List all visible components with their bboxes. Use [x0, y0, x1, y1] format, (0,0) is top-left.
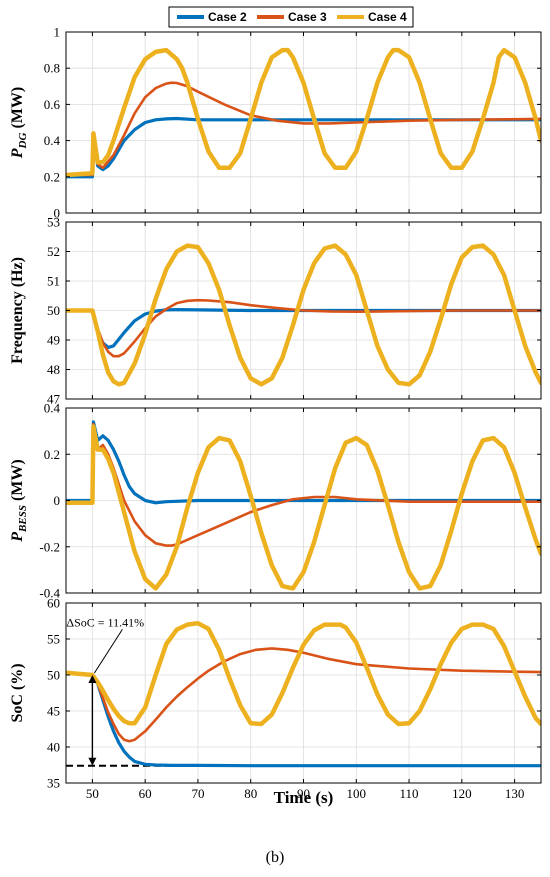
y-tick-label: 0.2	[44, 169, 60, 184]
chart-panels: 0 0.2 0.4 0.6 0.8 1 PDG (MW) 47 48 49 50 51 52 53 Freq…	[9, 25, 542, 807]
y-tick-label: 40	[47, 740, 60, 755]
y-tick-label: 0.2	[44, 447, 60, 462]
x-tick-label: 80	[244, 786, 257, 801]
x-tick-label: 60	[139, 786, 152, 801]
y-axis-label: Frequency (Hz)	[9, 257, 26, 364]
series-line-case-4	[66, 620, 541, 727]
legend: Case 2 Case 3 Case 4	[168, 6, 414, 28]
x-tick-label: 130	[505, 786, 525, 801]
x-tick-label: 90	[297, 786, 310, 801]
arrow-head-down	[88, 757, 97, 766]
x-tick-label: 50	[86, 786, 99, 801]
series-group	[66, 420, 541, 591]
y-tick-label: 0.4	[44, 133, 61, 148]
series-group	[66, 243, 541, 387]
y-tick-label: 55	[47, 632, 60, 647]
x-tick-label: 110	[400, 786, 419, 801]
series-line-case-4	[66, 243, 541, 387]
y-tick-label: 45	[47, 704, 60, 719]
x-tick-label: 70	[191, 786, 204, 801]
delta-soc-text: ΔSoC = 11.41%	[66, 615, 144, 629]
series-line-case-4	[66, 47, 541, 178]
arrow-head-up	[88, 675, 97, 683]
panel-frequency: 47 48 49 50 51 52 53 Frequency (Hz)	[9, 215, 542, 407]
y-tick-label: 49	[47, 333, 60, 348]
legend-box	[168, 6, 414, 28]
y-tick-label: 47	[47, 392, 61, 407]
series-line-case-3	[66, 81, 541, 177]
x-tick-label: 100	[347, 786, 367, 801]
y-tick-label: 52	[47, 244, 60, 259]
y-tick-label: 48	[47, 362, 60, 377]
y-tick-label: 60	[47, 596, 60, 611]
y-axis-label: PBESS (MW)	[9, 459, 29, 542]
series-line-case-2	[66, 116, 541, 179]
y-tick-label: -0.4	[39, 586, 60, 601]
legend-label-case-3: Case 3	[288, 10, 327, 24]
panel-p-bess: -0.4 -0.2 0 0.2 0.4 PBESS (MW)	[9, 401, 542, 601]
y-tick-label: -0.2	[39, 539, 60, 554]
figure-caption: (b)	[266, 849, 285, 866]
panel-soc: 35 40 45 50 55 60 50 60 70 80 90 100 110 120 130 SoC (%…	[9, 596, 542, 807]
y-tick-label: 51	[47, 274, 60, 289]
series-group	[66, 620, 541, 768]
y-axis-label: SoC (%)	[9, 663, 26, 722]
y-tick-label: 50	[47, 303, 60, 318]
y-axis-label: PDG (MW)	[9, 87, 29, 159]
y-tick-label: 0	[54, 206, 61, 221]
legend-label-case-2: Case 2	[208, 10, 247, 24]
y-tick-label: 50	[47, 668, 60, 683]
y-tick-label: 0	[54, 493, 61, 508]
y-tick-label: 0.4	[44, 401, 61, 416]
series-line-case-3	[66, 298, 541, 358]
y-tick-label: 1	[54, 25, 61, 40]
y-tick-label: 0.6	[44, 97, 61, 112]
delta-soc-annotation: ΔSoC = 11.41%	[66, 615, 144, 766]
series-line-case-3	[66, 647, 541, 743]
x-tick-label: 120	[452, 786, 472, 801]
legend-label-case-4: Case 4	[368, 10, 407, 24]
y-tick-label: 35	[47, 776, 60, 791]
y-tick-label: 0.8	[44, 61, 60, 76]
annotation-leader	[93, 629, 123, 674]
x-axis-label: Time (s)	[274, 788, 334, 807]
panel-p-dg: 0 0.2 0.4 0.6 0.8 1 PDG (MW)	[9, 25, 542, 221]
series-line-case-4	[66, 424, 541, 591]
series-group	[66, 47, 541, 179]
y-tick-label: 53	[47, 215, 60, 230]
